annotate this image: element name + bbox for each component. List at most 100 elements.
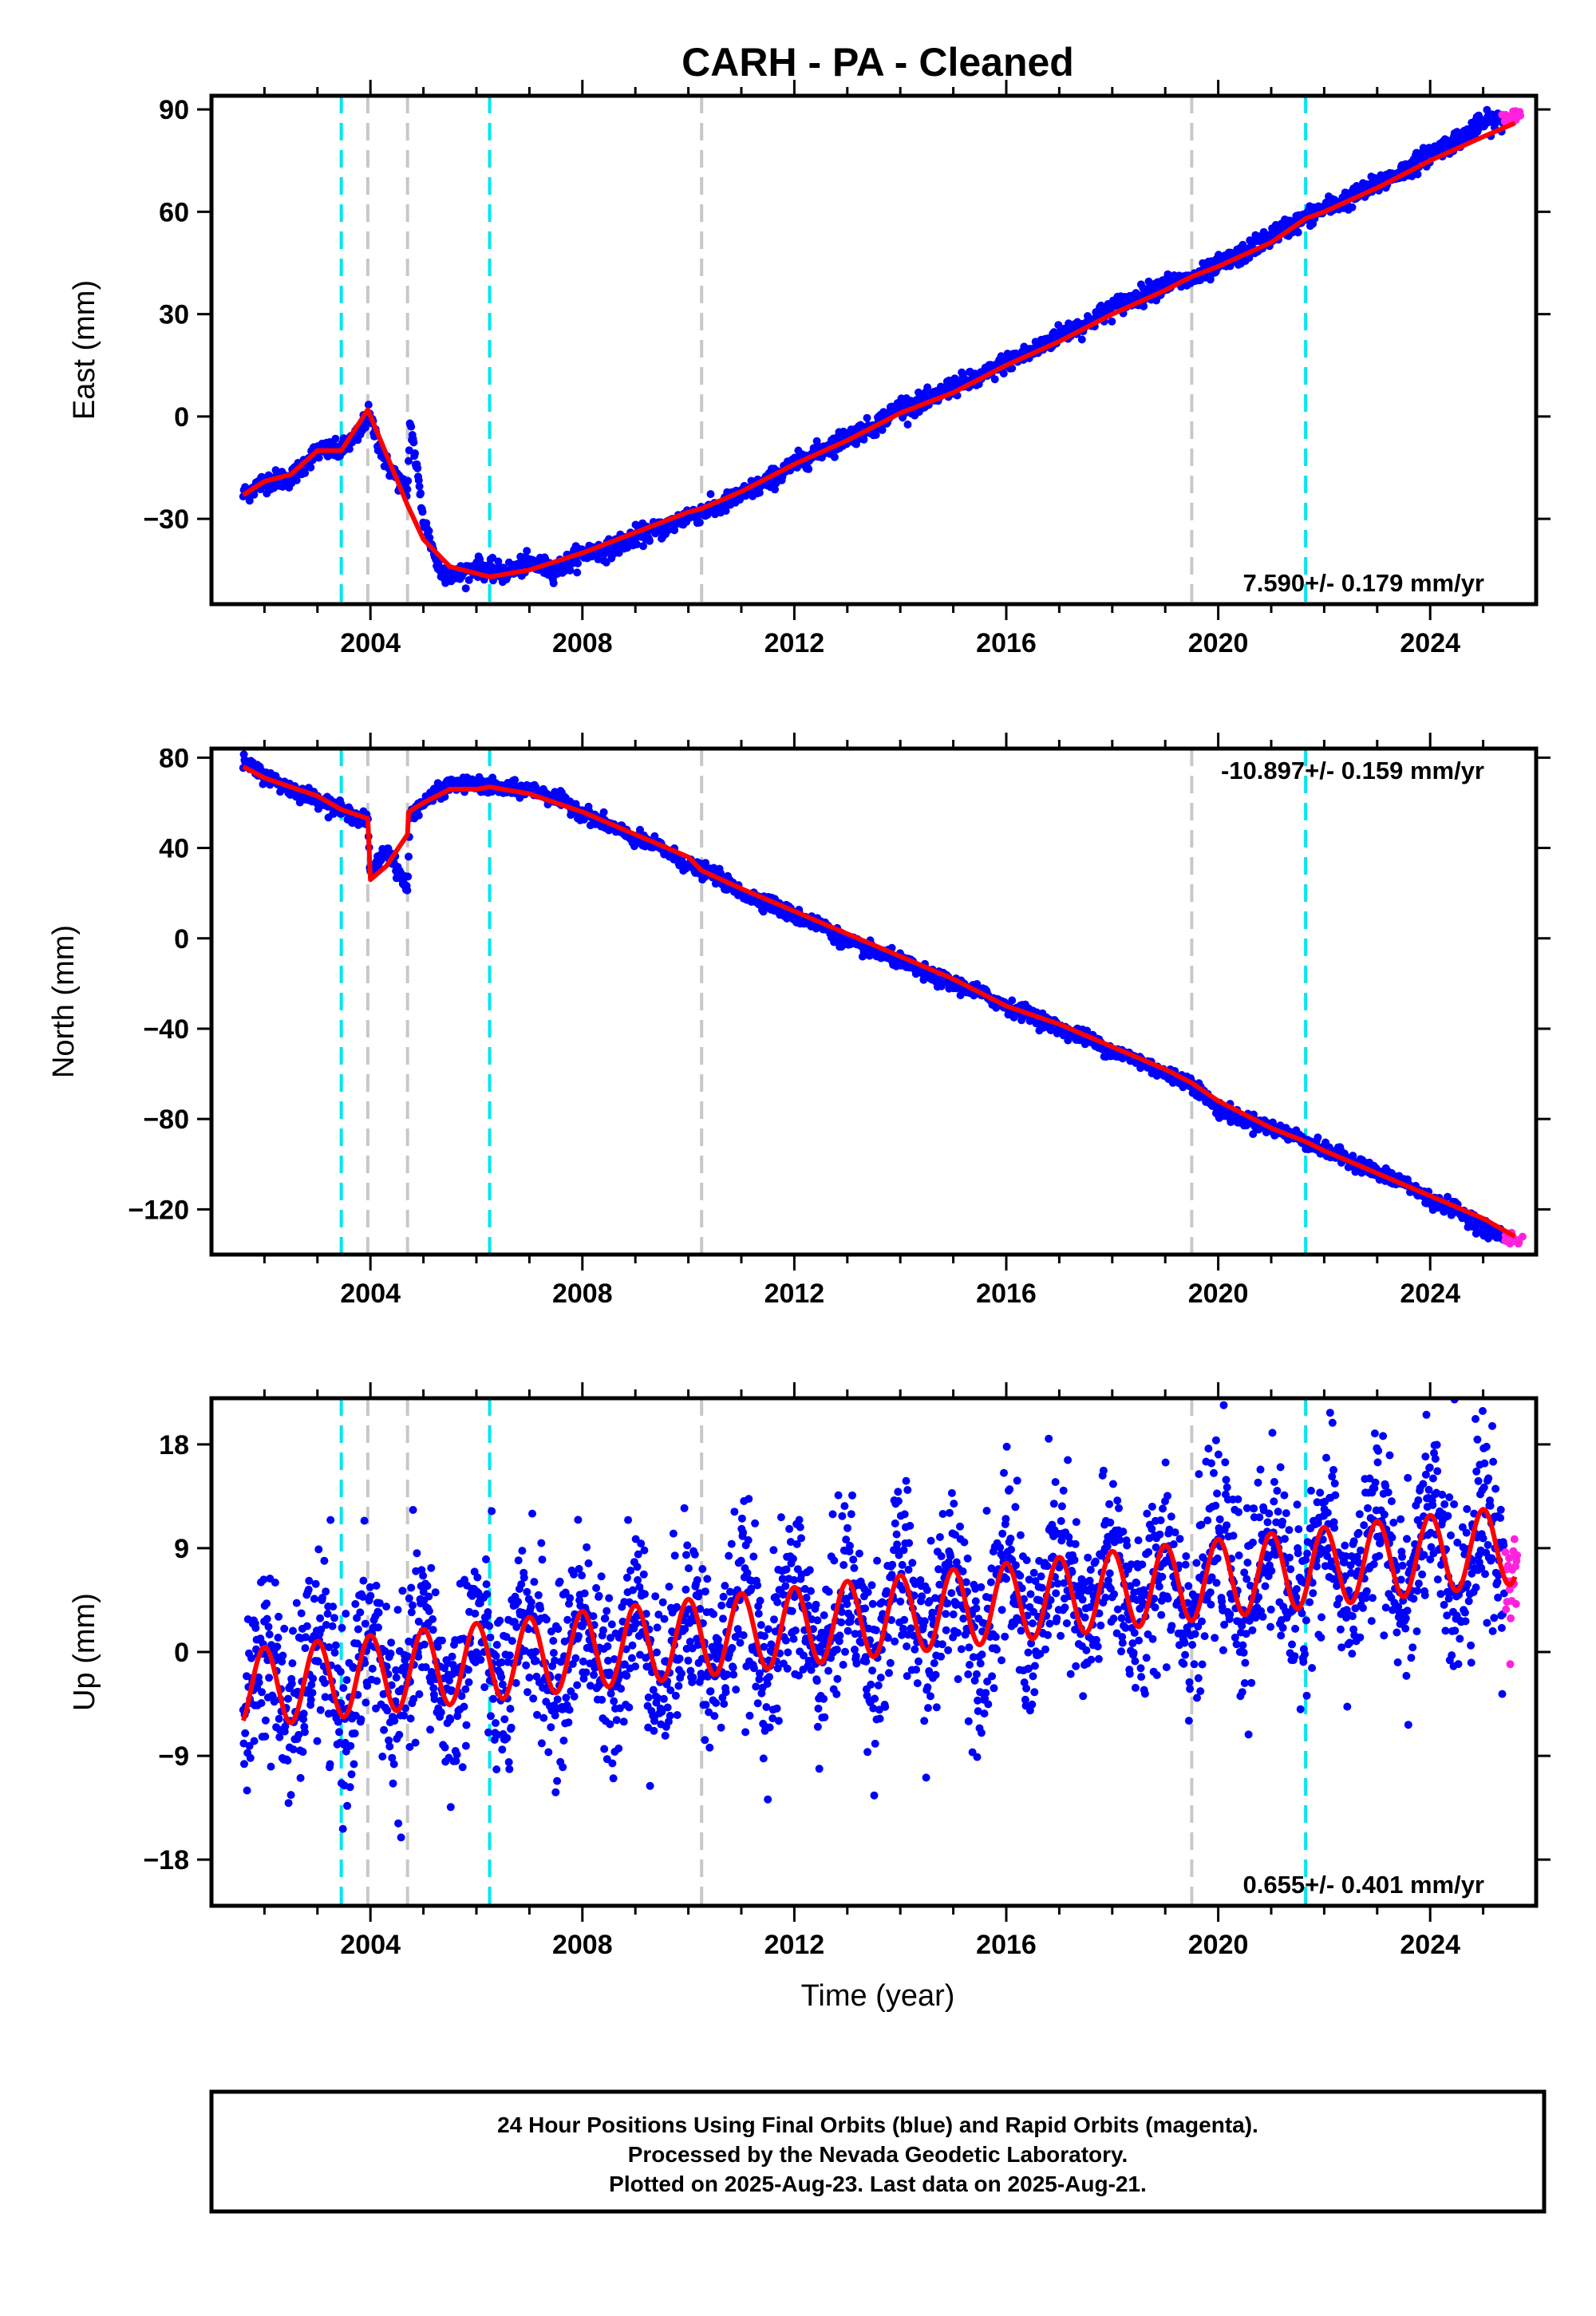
data-point-final [604, 1656, 612, 1665]
data-point-final [485, 1622, 494, 1630]
data-point-final [405, 1743, 414, 1751]
data-point-final [411, 449, 419, 457]
data-point-final [364, 401, 373, 409]
data-point-final [279, 1651, 287, 1660]
data-point-final [503, 1733, 512, 1742]
x-tick-label: 2004 [340, 628, 401, 658]
data-point-final [257, 1699, 266, 1707]
x-tick-label: 2020 [1188, 628, 1249, 658]
data-point-final [336, 1667, 345, 1676]
data-point-final [374, 1608, 383, 1617]
data-point-rapid [1498, 110, 1507, 119]
data-point-final [525, 1674, 534, 1682]
data-point-final [452, 1757, 460, 1765]
data-point-final [452, 1750, 461, 1759]
data-point-final [350, 1760, 358, 1769]
data-point-final [301, 1644, 310, 1653]
data-point-final [514, 1598, 523, 1606]
data-point-final [542, 1615, 551, 1624]
data-point-final [551, 1711, 559, 1720]
data-point-final [294, 1730, 303, 1739]
data-point-final [586, 1682, 595, 1690]
data-point-final [606, 1690, 615, 1698]
data-point-final [599, 808, 608, 816]
data-point-final [551, 1788, 560, 1796]
data-point-final [350, 1729, 359, 1737]
data-point-final [878, 425, 887, 434]
data-point-final [559, 1763, 567, 1772]
data-point-final [622, 1573, 631, 1582]
data-point-final [580, 1589, 589, 1598]
data-point-final [551, 1656, 559, 1665]
data-point-final [358, 1592, 367, 1601]
data-point-final [512, 1622, 521, 1631]
data-point-final [437, 1708, 445, 1717]
data-point-final [570, 1692, 579, 1701]
data-point-final [531, 1657, 540, 1666]
data-point-final [414, 1617, 423, 1626]
data-point-final [610, 1697, 618, 1705]
data-point-final [497, 1673, 506, 1682]
data-point-final [278, 1658, 286, 1666]
data-point-final [425, 1592, 433, 1601]
data-point-final [360, 1516, 369, 1525]
data-point-final [240, 1760, 248, 1769]
data-point-final [292, 1599, 301, 1607]
data-point-final [517, 1580, 526, 1589]
y-tick-label: −30 [143, 504, 189, 535]
data-point-final [539, 1713, 548, 1722]
data-point-final [554, 1625, 563, 1634]
data-point-final [389, 1779, 397, 1788]
data-point-final [629, 1586, 638, 1595]
data-point-final [275, 1714, 283, 1723]
data-point-final [361, 1698, 370, 1707]
data-point-final [514, 1556, 523, 1565]
data-point-final [579, 1674, 588, 1683]
data-point-final [401, 1704, 409, 1713]
data-point-final [489, 1694, 497, 1703]
data-point-final [373, 1677, 381, 1686]
data-point-final [607, 1620, 616, 1629]
data-point-final [706, 490, 715, 499]
data-point-final [343, 1801, 352, 1810]
data-point-final [480, 1683, 489, 1692]
data-point-final [380, 1725, 389, 1734]
data-point-final [342, 1610, 350, 1618]
data-point-final [247, 1654, 255, 1662]
data-point-final [264, 1622, 273, 1631]
data-point-final [610, 1655, 618, 1663]
data-point-final [314, 1657, 322, 1666]
data-point-final [990, 375, 999, 384]
data-point-final [639, 542, 647, 551]
data-point-final [461, 1741, 470, 1750]
rate-label: 7.590+/- 0.179 mm/yr [1243, 569, 1484, 597]
data-point-final [342, 1676, 351, 1685]
data-point-final [359, 1576, 368, 1585]
data-point-final [603, 1642, 612, 1650]
data-point-final [382, 1603, 391, 1611]
data-point-final [331, 1641, 340, 1650]
data-point-final [351, 1599, 360, 1608]
data-point-final [571, 1654, 580, 1662]
data-point-final [394, 1819, 403, 1828]
data-point-final [755, 488, 764, 497]
data-point-final [771, 485, 779, 494]
data-point-final [448, 1652, 456, 1661]
data-point-final [426, 1725, 435, 1734]
data-points [239, 750, 1527, 1248]
data-point-final [584, 1559, 593, 1567]
data-point-final [326, 1516, 335, 1524]
y-axis-label: North (mm) [47, 925, 81, 1078]
y-tick-label: 90 [159, 95, 189, 125]
data-point-final [404, 476, 413, 485]
data-point-final [1008, 996, 1017, 1005]
data-point-final [446, 1803, 455, 1812]
data-point-final [275, 1612, 283, 1621]
data-point-final [429, 1626, 437, 1634]
data-point-final [321, 1693, 330, 1701]
data-point-final [346, 1783, 354, 1792]
data-point-final [438, 1636, 446, 1645]
data-point-final [409, 438, 418, 447]
y-tick-label: −120 [128, 1195, 189, 1225]
